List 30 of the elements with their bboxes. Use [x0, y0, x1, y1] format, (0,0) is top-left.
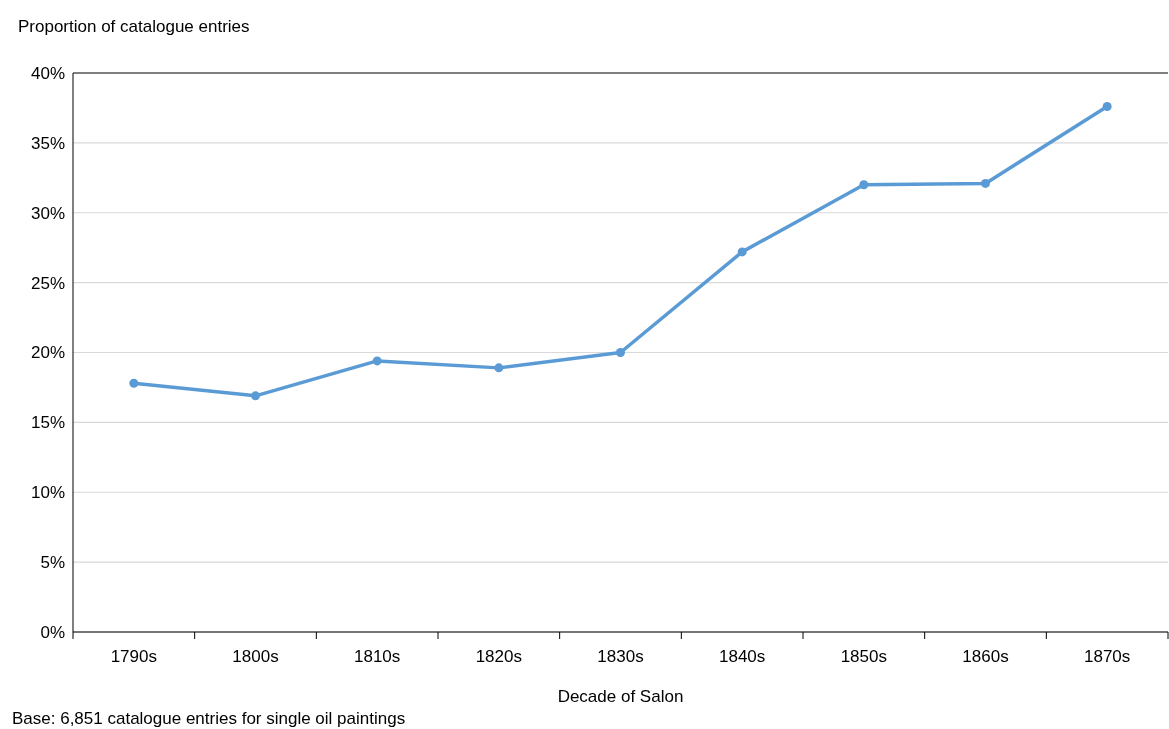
y-tick-label: 0% — [40, 622, 65, 642]
x-axis-title: Decade of Salon — [557, 687, 684, 706]
x-tick-label: 1810s — [354, 647, 401, 666]
x-tick-label: 1850s — [840, 647, 887, 666]
x-tick-label: 1860s — [962, 647, 1009, 666]
point — [494, 363, 504, 373]
x-tick-label: 1830s — [597, 647, 644, 666]
y-tick-label: 25% — [30, 273, 65, 293]
point — [616, 348, 625, 357]
y-tick-label: 40% — [30, 63, 65, 83]
x-tick-label: 1790s — [110, 647, 157, 666]
point — [981, 178, 990, 188]
point — [251, 391, 260, 401]
point — [859, 180, 869, 190]
point — [737, 247, 747, 257]
text: Base: 6,851 catalogue entries for single oil paintings — [12, 709, 406, 728]
point — [129, 378, 139, 388]
x-tick-label: 1820s — [475, 647, 522, 666]
y-tick-label: 30% — [30, 203, 65, 223]
y-axis-title: Proportion of catalogue entries — [18, 17, 250, 36]
x-tick-label: 1870s — [1084, 647, 1131, 666]
point — [372, 356, 382, 366]
y-tick-label: 5% — [40, 553, 65, 573]
x-tick-label: 1840s — [719, 647, 766, 666]
y-tick-label: 20% — [30, 343, 65, 363]
y-tick-label: 35% — [30, 133, 65, 153]
y-tick-label: 10% — [30, 483, 65, 503]
x-tick-label: 1800s — [232, 647, 279, 666]
y-tick-label: 15% — [30, 413, 65, 433]
point — [1102, 102, 1112, 112]
